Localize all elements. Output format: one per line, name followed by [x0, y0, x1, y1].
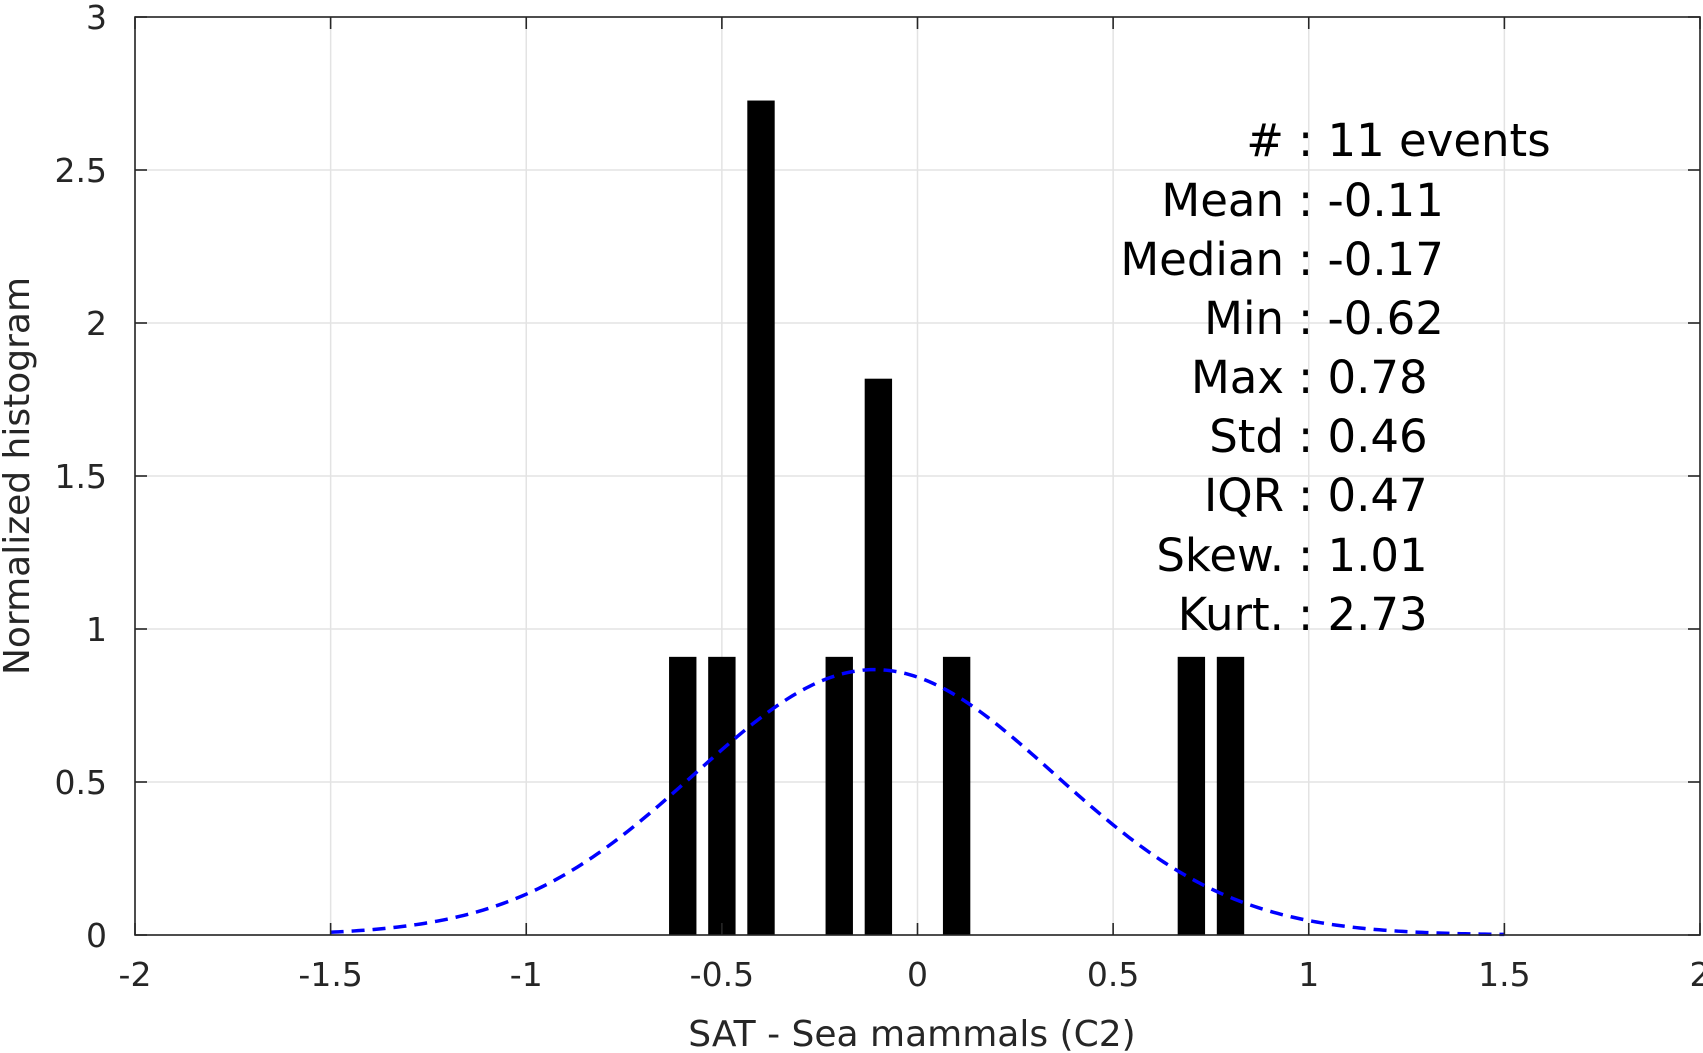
stats-line-label: Min	[1204, 292, 1284, 345]
y-tick-label: 1.5	[55, 457, 107, 496]
y-tick-label: 0.5	[55, 763, 107, 802]
stats-line-label: Mean	[1161, 174, 1284, 227]
histogram-bar	[864, 378, 893, 935]
y-tick-label: 2	[86, 304, 107, 343]
stats-line-value: : 0.47	[1298, 469, 1428, 522]
histogram-bar	[747, 100, 775, 935]
normal-fit-curve	[330, 667, 1505, 937]
histogram-bar	[708, 656, 736, 935]
stats-line-value: : -0.11	[1298, 174, 1444, 227]
y-tick-labels: 0 0.5 1 1.5 2 2.5 3	[55, 0, 107, 955]
stats-line-label: Max	[1191, 351, 1284, 404]
stats-line-value: : 2.73	[1298, 588, 1428, 641]
stats-line-value: : 1.01	[1298, 529, 1428, 582]
stats-line-value: : 11 events	[1298, 114, 1551, 167]
x-tick-label: 2	[1690, 955, 1703, 994]
histogram-bar	[825, 656, 853, 935]
axis-ticks	[134, 16, 1701, 936]
x-tick-label: 1.5	[1478, 955, 1530, 994]
stats-line-label: #	[1246, 114, 1284, 167]
stats-line-label: IQR	[1204, 469, 1284, 522]
x-tick-label: -2	[119, 955, 152, 994]
x-tick-label: 1	[1298, 955, 1319, 994]
histogram-bar	[669, 656, 697, 935]
histogram-bar	[1177, 656, 1206, 935]
x-tick-label: -0.5	[690, 955, 754, 994]
y-tick-label: 2.5	[55, 151, 107, 190]
histogram-bar	[1216, 656, 1245, 935]
x-tick-labels: -2 -1.5 -1 -0.5 0 0.5 1 1.5 2	[119, 955, 1703, 994]
stats-line-value: : 0.78	[1298, 351, 1428, 404]
x-tick-label: -1.5	[298, 955, 362, 994]
x-tick-label: 0.5	[1087, 955, 1139, 994]
histogram-bar	[942, 656, 971, 935]
y-tick-label: 1	[86, 610, 107, 649]
x-tick-label: -1	[510, 955, 543, 994]
stats-line-label: Median	[1120, 233, 1284, 286]
histogram-bars	[669, 100, 1245, 935]
stats-line-value: : 0.46	[1298, 410, 1428, 463]
stats-line-label: Skew.	[1156, 529, 1284, 582]
stats-box: # : 11 events Mean : -0.11 Median : -0.17 Min:…	[1120, 114, 1550, 641]
x-axis-label: SAT - Sea mammals (C2)	[688, 1014, 1135, 1053]
stats-line-label: Kurt.	[1178, 588, 1284, 641]
stats-line-value: : -0.17	[1298, 233, 1444, 286]
stats-line-value: : -0.62	[1298, 292, 1444, 345]
y-axis-label: Normalized histogram	[0, 277, 38, 675]
y-tick-label: 0	[86, 916, 107, 955]
stats-line-label: Std	[1209, 410, 1284, 463]
y-tick-label: 3	[86, 0, 107, 37]
x-tick-label: 0	[907, 955, 928, 994]
